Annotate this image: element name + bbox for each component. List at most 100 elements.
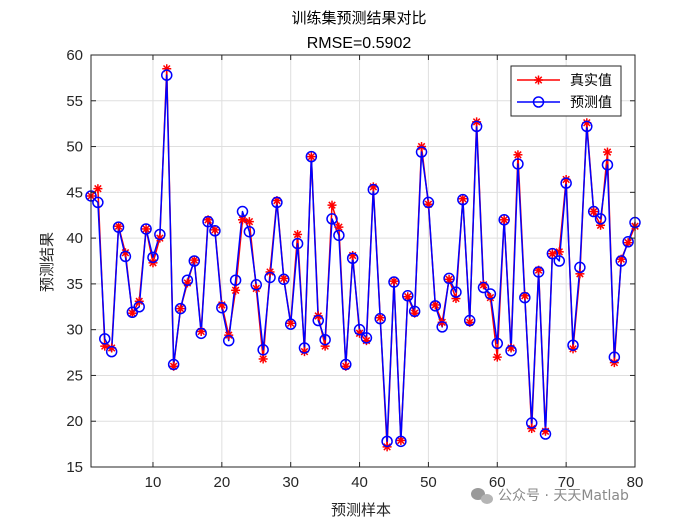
data-point-pred (374, 312, 386, 325)
data-point-pred (140, 223, 152, 235)
data-point-pred (553, 255, 566, 267)
data-point-true (623, 238, 633, 248)
data-point-pred (154, 228, 166, 241)
data-point-pred (133, 301, 145, 313)
data-point-pred (443, 272, 455, 285)
data-point-true (237, 215, 247, 225)
data-point-pred (519, 291, 531, 304)
data-point-pred (229, 274, 242, 286)
data-point-true (176, 304, 186, 314)
y-tick-label: 25 (66, 367, 83, 384)
data-point-pred (326, 213, 338, 225)
axes-box (90, 54, 636, 468)
y-tick-label: 40 (66, 230, 83, 247)
data-point-true (513, 150, 523, 160)
data-point-pred (264, 271, 276, 284)
legend-marker-pred (532, 96, 545, 108)
y-tick-label: 20 (66, 413, 83, 430)
legend: 真实值 预测值 (510, 65, 622, 117)
data-point-pred (195, 327, 207, 340)
data-point-pred (119, 250, 132, 263)
data-point-true (375, 313, 385, 323)
data-point-pred (567, 339, 579, 351)
data-point-pred (484, 288, 497, 300)
x-tick-label: 80 (627, 474, 644, 491)
data-point-pred (512, 158, 524, 170)
chart-subtitle: RMSE=0.5902 (307, 35, 412, 52)
data-point-pred (581, 120, 593, 133)
data-point-pred (160, 69, 173, 81)
data-point-true (189, 255, 199, 265)
data-point-pred (284, 318, 297, 330)
data-point-pred (429, 300, 442, 312)
data-point-pred (539, 428, 552, 440)
x-tick-label: 30 (282, 474, 299, 491)
data-point-pred (436, 321, 448, 333)
data-point-true (479, 280, 489, 290)
y-tick-label: 15 (66, 459, 83, 476)
wechat-icon (471, 488, 493, 504)
data-point-true (602, 147, 612, 157)
data-point-pred (105, 345, 118, 358)
data-point-pred (402, 290, 414, 302)
data-point-true (217, 300, 227, 310)
data-point-true (231, 285, 241, 295)
x-tick-label: 50 (420, 474, 437, 491)
data-point-pred (291, 237, 304, 250)
data-point-pred (319, 333, 331, 346)
data-point-pred (216, 301, 228, 314)
data-point-pred (457, 193, 469, 206)
data-point-pred (608, 351, 621, 363)
y-tick-label: 30 (66, 322, 83, 339)
data-point-pred (450, 286, 462, 298)
data-point-pred (271, 196, 283, 209)
data-point-true (127, 308, 137, 318)
x-tick-label: 70 (558, 474, 575, 491)
data-point-true (403, 292, 413, 302)
data-point-pred (491, 337, 504, 350)
data-point-pred (278, 273, 290, 286)
data-point-true (327, 200, 337, 210)
data-point-pred (181, 274, 194, 286)
data-point-pred (92, 196, 104, 209)
data-point-true (93, 184, 103, 194)
data-point-true (492, 352, 502, 362)
legend-star (534, 75, 543, 85)
data-point-pred (560, 177, 572, 189)
data-point-pred (525, 417, 538, 429)
data-point-pred (188, 255, 201, 267)
data-point-pred (587, 205, 600, 218)
data-point-true (286, 318, 296, 328)
x-tick-label: 60 (489, 474, 506, 491)
data-point-pred (532, 266, 545, 278)
series-markers (85, 64, 641, 452)
data-point-true (279, 273, 289, 283)
data-point-true (361, 336, 371, 346)
chart-title: 训练集预测结果对比 (291, 9, 426, 27)
data-point-pred (209, 225, 221, 237)
y-axis-ticks: 15 20 25 30 35 40 45 50 55 60 (66, 47, 635, 476)
data-point-pred (298, 342, 311, 354)
data-point-true (458, 194, 468, 204)
data-point-pred (505, 344, 517, 357)
data-point-pred (408, 305, 421, 318)
data-point-pred (250, 279, 263, 291)
data-point-pred (333, 229, 345, 242)
data-point-true (506, 343, 516, 353)
data-point-true (141, 224, 151, 234)
data-point-pred (388, 276, 400, 288)
data-point-pred (395, 435, 407, 448)
data-point-true (368, 182, 378, 192)
x-tick-label: 40 (351, 474, 368, 491)
data-point-true (389, 276, 399, 286)
data-point-pred (367, 183, 380, 196)
data-point-true (547, 249, 557, 259)
data-point-pred (99, 333, 111, 345)
data-point-pred (594, 213, 607, 225)
plot-area (91, 55, 635, 467)
data-point-true (589, 207, 599, 217)
y-tick-label: 35 (66, 276, 83, 293)
y-tick-label: 45 (66, 184, 83, 201)
legend-label-true: 真实值 (570, 73, 612, 89)
